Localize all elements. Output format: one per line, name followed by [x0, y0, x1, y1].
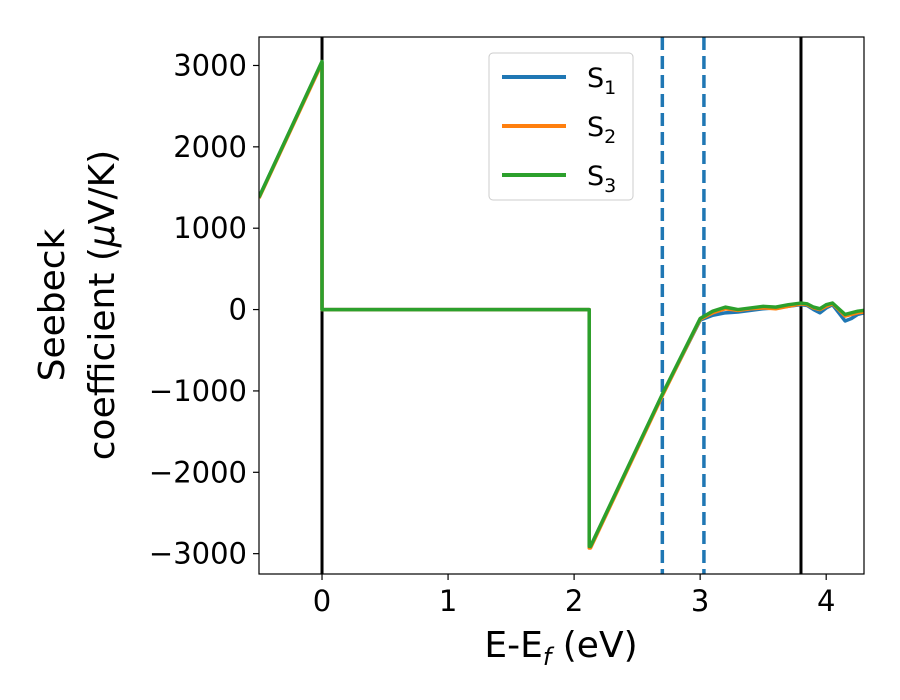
legend-label-s1: S1 [587, 63, 616, 99]
y-tick-label: −2000 [149, 455, 247, 489]
x-axis-label-main: E-E [484, 625, 542, 666]
y-axis-label-line2: coefficient (μV/K) [82, 150, 123, 460]
legend-label-s3: S3 [587, 161, 616, 197]
y-axis-label-post: V/K) [82, 150, 123, 224]
plot-frame [258, 36, 865, 575]
legend: S1 S2 S3 [488, 52, 634, 201]
y-axis-label-pre: coefficient ( [82, 247, 123, 460]
y-tick-label: −1000 [149, 374, 247, 408]
y-axis-label: Seebeck coefficient (μV/K) [32, 150, 123, 460]
y-tick-label: 2000 [173, 130, 247, 164]
x-tick-label: 2 [565, 584, 583, 618]
y-tick-label: 1000 [173, 211, 247, 245]
y-axis-label-line1: Seebeck [32, 228, 73, 381]
y-tick-label: 3000 [173, 48, 247, 82]
x-axis-ticks: 0 1 2 3 4 [313, 574, 835, 618]
series-layer [259, 59, 864, 550]
legend-label-s2: S2 [587, 112, 616, 148]
x-tick-label: 1 [439, 584, 457, 618]
series-line-s3 [259, 59, 864, 549]
y-axis-label-mu: μ [82, 224, 123, 248]
x-axis-label: E-Ef (eV) [484, 625, 637, 671]
x-tick-label: 0 [313, 584, 331, 618]
y-tick-label: 0 [229, 293, 247, 327]
y-tick-label: −3000 [149, 537, 247, 571]
x-tick-label: 4 [817, 584, 835, 618]
x-tick-label: 3 [691, 584, 709, 618]
y-axis-ticks: −3000 −2000 −1000 0 1000 2000 3000 [149, 48, 259, 571]
x-axis-label-unit: (eV) [551, 625, 637, 666]
